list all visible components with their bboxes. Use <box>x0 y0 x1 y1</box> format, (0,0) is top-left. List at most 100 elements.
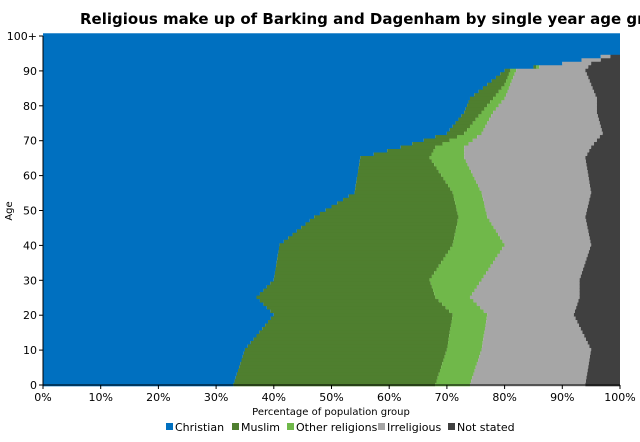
bar-segment <box>454 232 499 237</box>
bar-segment <box>43 382 234 387</box>
bar-segment <box>484 326 581 331</box>
bar-segment <box>472 172 589 177</box>
bar-segment <box>539 64 589 69</box>
bar-segment <box>587 253 620 258</box>
bar-segment <box>491 113 598 118</box>
bar-segment <box>442 361 477 366</box>
bar-segment <box>574 308 620 314</box>
bar-segment <box>585 158 620 163</box>
bar-segment <box>43 357 242 362</box>
bar-segment <box>477 134 600 139</box>
bar-segment <box>431 158 466 163</box>
bar-segment <box>273 312 453 317</box>
bar-segment <box>591 82 620 87</box>
bar-segment <box>587 371 620 376</box>
bar-segment <box>43 371 237 376</box>
bar-segment <box>43 96 470 101</box>
bar-segment <box>43 137 424 143</box>
bar-segment <box>431 284 477 289</box>
bar-segment <box>587 204 620 209</box>
bar-segment <box>493 225 588 230</box>
bar-segment <box>43 319 269 324</box>
bar-segment <box>498 89 508 94</box>
bar-segment <box>446 347 482 352</box>
bar-segment <box>358 169 439 174</box>
bar-segment <box>355 183 449 188</box>
bar-segment <box>590 183 620 188</box>
bar-segment <box>276 260 442 265</box>
bar-segment <box>270 315 453 321</box>
y-axis-label: Age <box>4 201 15 220</box>
x-tick-label: 80% <box>492 391 516 404</box>
bar-segment <box>588 75 620 80</box>
bar-segment <box>588 64 620 69</box>
legend: Christian Muslim Other religions Irreligiou… <box>166 421 515 434</box>
x-tick-label: 10% <box>88 391 112 404</box>
bar-segment <box>449 333 484 338</box>
bar-segment <box>458 214 488 219</box>
bar-segment <box>591 347 620 352</box>
bar-segment <box>472 120 488 125</box>
bar-segment <box>588 200 620 205</box>
bar-segment <box>43 375 236 380</box>
bar-segment <box>457 211 487 216</box>
bar-segment <box>443 256 496 261</box>
bar-segment <box>43 179 357 184</box>
bar-segment <box>478 89 499 94</box>
bar-segment <box>495 256 587 261</box>
bar-segment <box>591 61 620 66</box>
bar-segment <box>435 134 457 139</box>
bar-segment <box>478 183 590 188</box>
bar-segment <box>43 239 284 244</box>
y-tick-label: 90 <box>23 65 37 78</box>
bar-segment <box>487 312 574 317</box>
bar-segment <box>464 130 482 136</box>
bar-segment <box>468 99 491 104</box>
bar-segment <box>484 329 583 334</box>
bar-segment <box>43 228 297 233</box>
bar-segment <box>43 110 465 115</box>
bar-segment <box>600 124 620 129</box>
bar-segment <box>467 103 488 108</box>
bar-segment <box>482 193 591 198</box>
bar-segment <box>450 326 485 331</box>
bar-segment <box>256 295 436 300</box>
bar-segment <box>359 162 435 167</box>
bar-segment <box>573 312 620 317</box>
bar-segment <box>301 225 457 230</box>
bar-segment <box>478 357 590 362</box>
bar-segment <box>43 340 251 345</box>
bar-segment <box>474 92 496 97</box>
bar-segment <box>263 302 443 307</box>
bar-segment <box>491 78 507 83</box>
bar-segment <box>43 200 338 205</box>
bar-segment <box>43 68 505 73</box>
bar-segment <box>43 124 453 129</box>
bar-segment <box>259 298 439 303</box>
bar-segment <box>488 267 584 272</box>
bar-segment <box>43 169 359 174</box>
y-tick-label: 0 <box>30 379 37 392</box>
bar-segment <box>476 361 589 366</box>
bar-segment <box>495 228 589 233</box>
bar-segment <box>450 246 503 251</box>
bar-segment <box>43 117 459 122</box>
bar-segment <box>469 96 494 101</box>
bar-segment <box>43 312 274 317</box>
bar-segment <box>493 110 597 115</box>
bar-segment <box>455 228 496 233</box>
bar-segment <box>43 221 306 226</box>
bar-segment <box>495 75 508 80</box>
bar-segment <box>481 130 603 136</box>
bar-segment <box>446 130 465 136</box>
bar-segment <box>452 312 488 317</box>
bar-segment <box>501 85 509 90</box>
bar-segment <box>356 176 444 181</box>
bar-segment <box>43 186 356 191</box>
bar-segment <box>449 329 485 334</box>
bar-segment <box>448 183 479 188</box>
bar-segment <box>585 260 620 265</box>
bar-segment <box>43 158 360 163</box>
bar-segment <box>495 92 507 97</box>
bar-segment <box>373 151 432 156</box>
